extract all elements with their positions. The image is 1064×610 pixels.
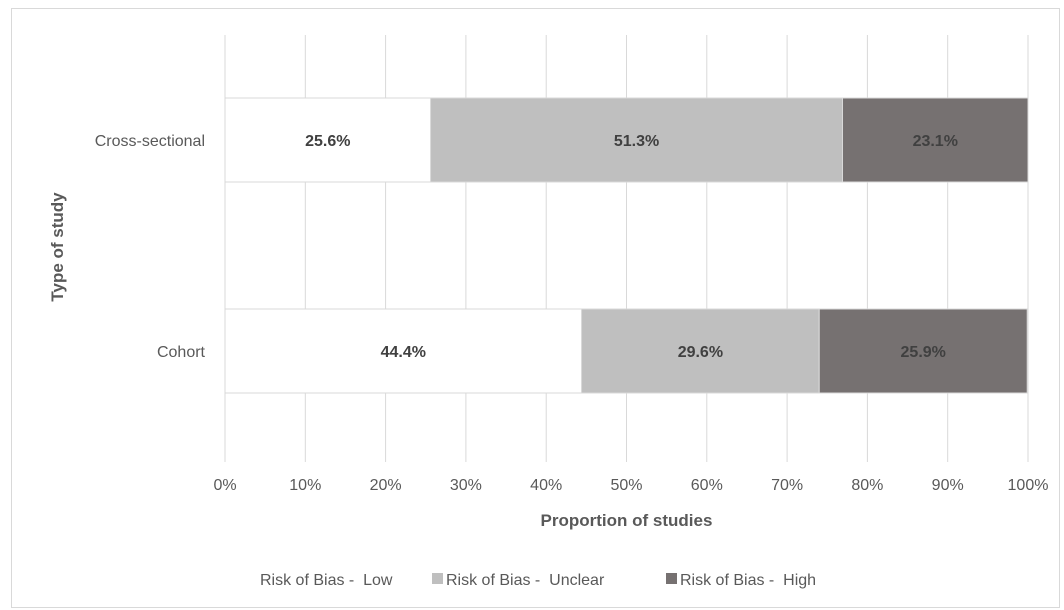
- data-label: 44.4%: [381, 344, 426, 361]
- x-axis-ticks: 0% 10% 20% 30% 40% 50% 60% 70% 80% 90% 100%: [213, 477, 1048, 494]
- bar-segment: [581, 308, 820, 394]
- x-tick-label: 70%: [771, 477, 803, 494]
- x-tick-label: 20%: [370, 477, 402, 494]
- data-label: 25.6%: [305, 133, 350, 150]
- x-tick-label: 40%: [530, 477, 562, 494]
- legend: Risk of Bias - Low Risk of Bias - Unclear…: [245, 572, 816, 589]
- legend-swatch: [666, 573, 677, 584]
- legend-label: Risk of Bias - High: [680, 572, 816, 589]
- data-label: 29.6%: [678, 344, 723, 361]
- x-tick-label: 30%: [450, 477, 482, 494]
- y-axis-title: Type of study: [48, 192, 67, 302]
- bar-segment: [842, 97, 1029, 183]
- x-tick-label: 60%: [691, 477, 723, 494]
- x-tick-label: 10%: [289, 477, 321, 494]
- legend-swatch: [245, 572, 258, 585]
- bar-segment: [224, 97, 432, 183]
- x-tick-label: 100%: [1008, 477, 1049, 494]
- data-label: 51.3%: [614, 133, 659, 150]
- y-axis-categories: Cross-sectional Cohort: [95, 133, 206, 361]
- bar-segment: [818, 308, 1028, 394]
- x-tick-label: 80%: [851, 477, 883, 494]
- bar-segment: [224, 308, 583, 394]
- x-axis-title: Proportion of studies: [541, 511, 713, 530]
- x-tick-label: 50%: [610, 477, 642, 494]
- category-label: Cross-sectional: [95, 133, 205, 150]
- data-label: 25.9%: [901, 344, 946, 361]
- x-tick-label: 90%: [932, 477, 964, 494]
- legend-label: Risk of Bias - Low: [260, 572, 393, 589]
- data-label: 23.1%: [913, 133, 958, 150]
- legend-label: Risk of Bias - Unclear: [446, 572, 605, 589]
- bar-segment: [430, 97, 844, 183]
- bars: 25.6% 51.3% 23.1% 44.4% 29.6% 25.9%: [224, 97, 1029, 394]
- x-tick-label: 0%: [213, 477, 236, 494]
- category-label: Cohort: [157, 344, 206, 361]
- legend-swatch: [432, 573, 443, 584]
